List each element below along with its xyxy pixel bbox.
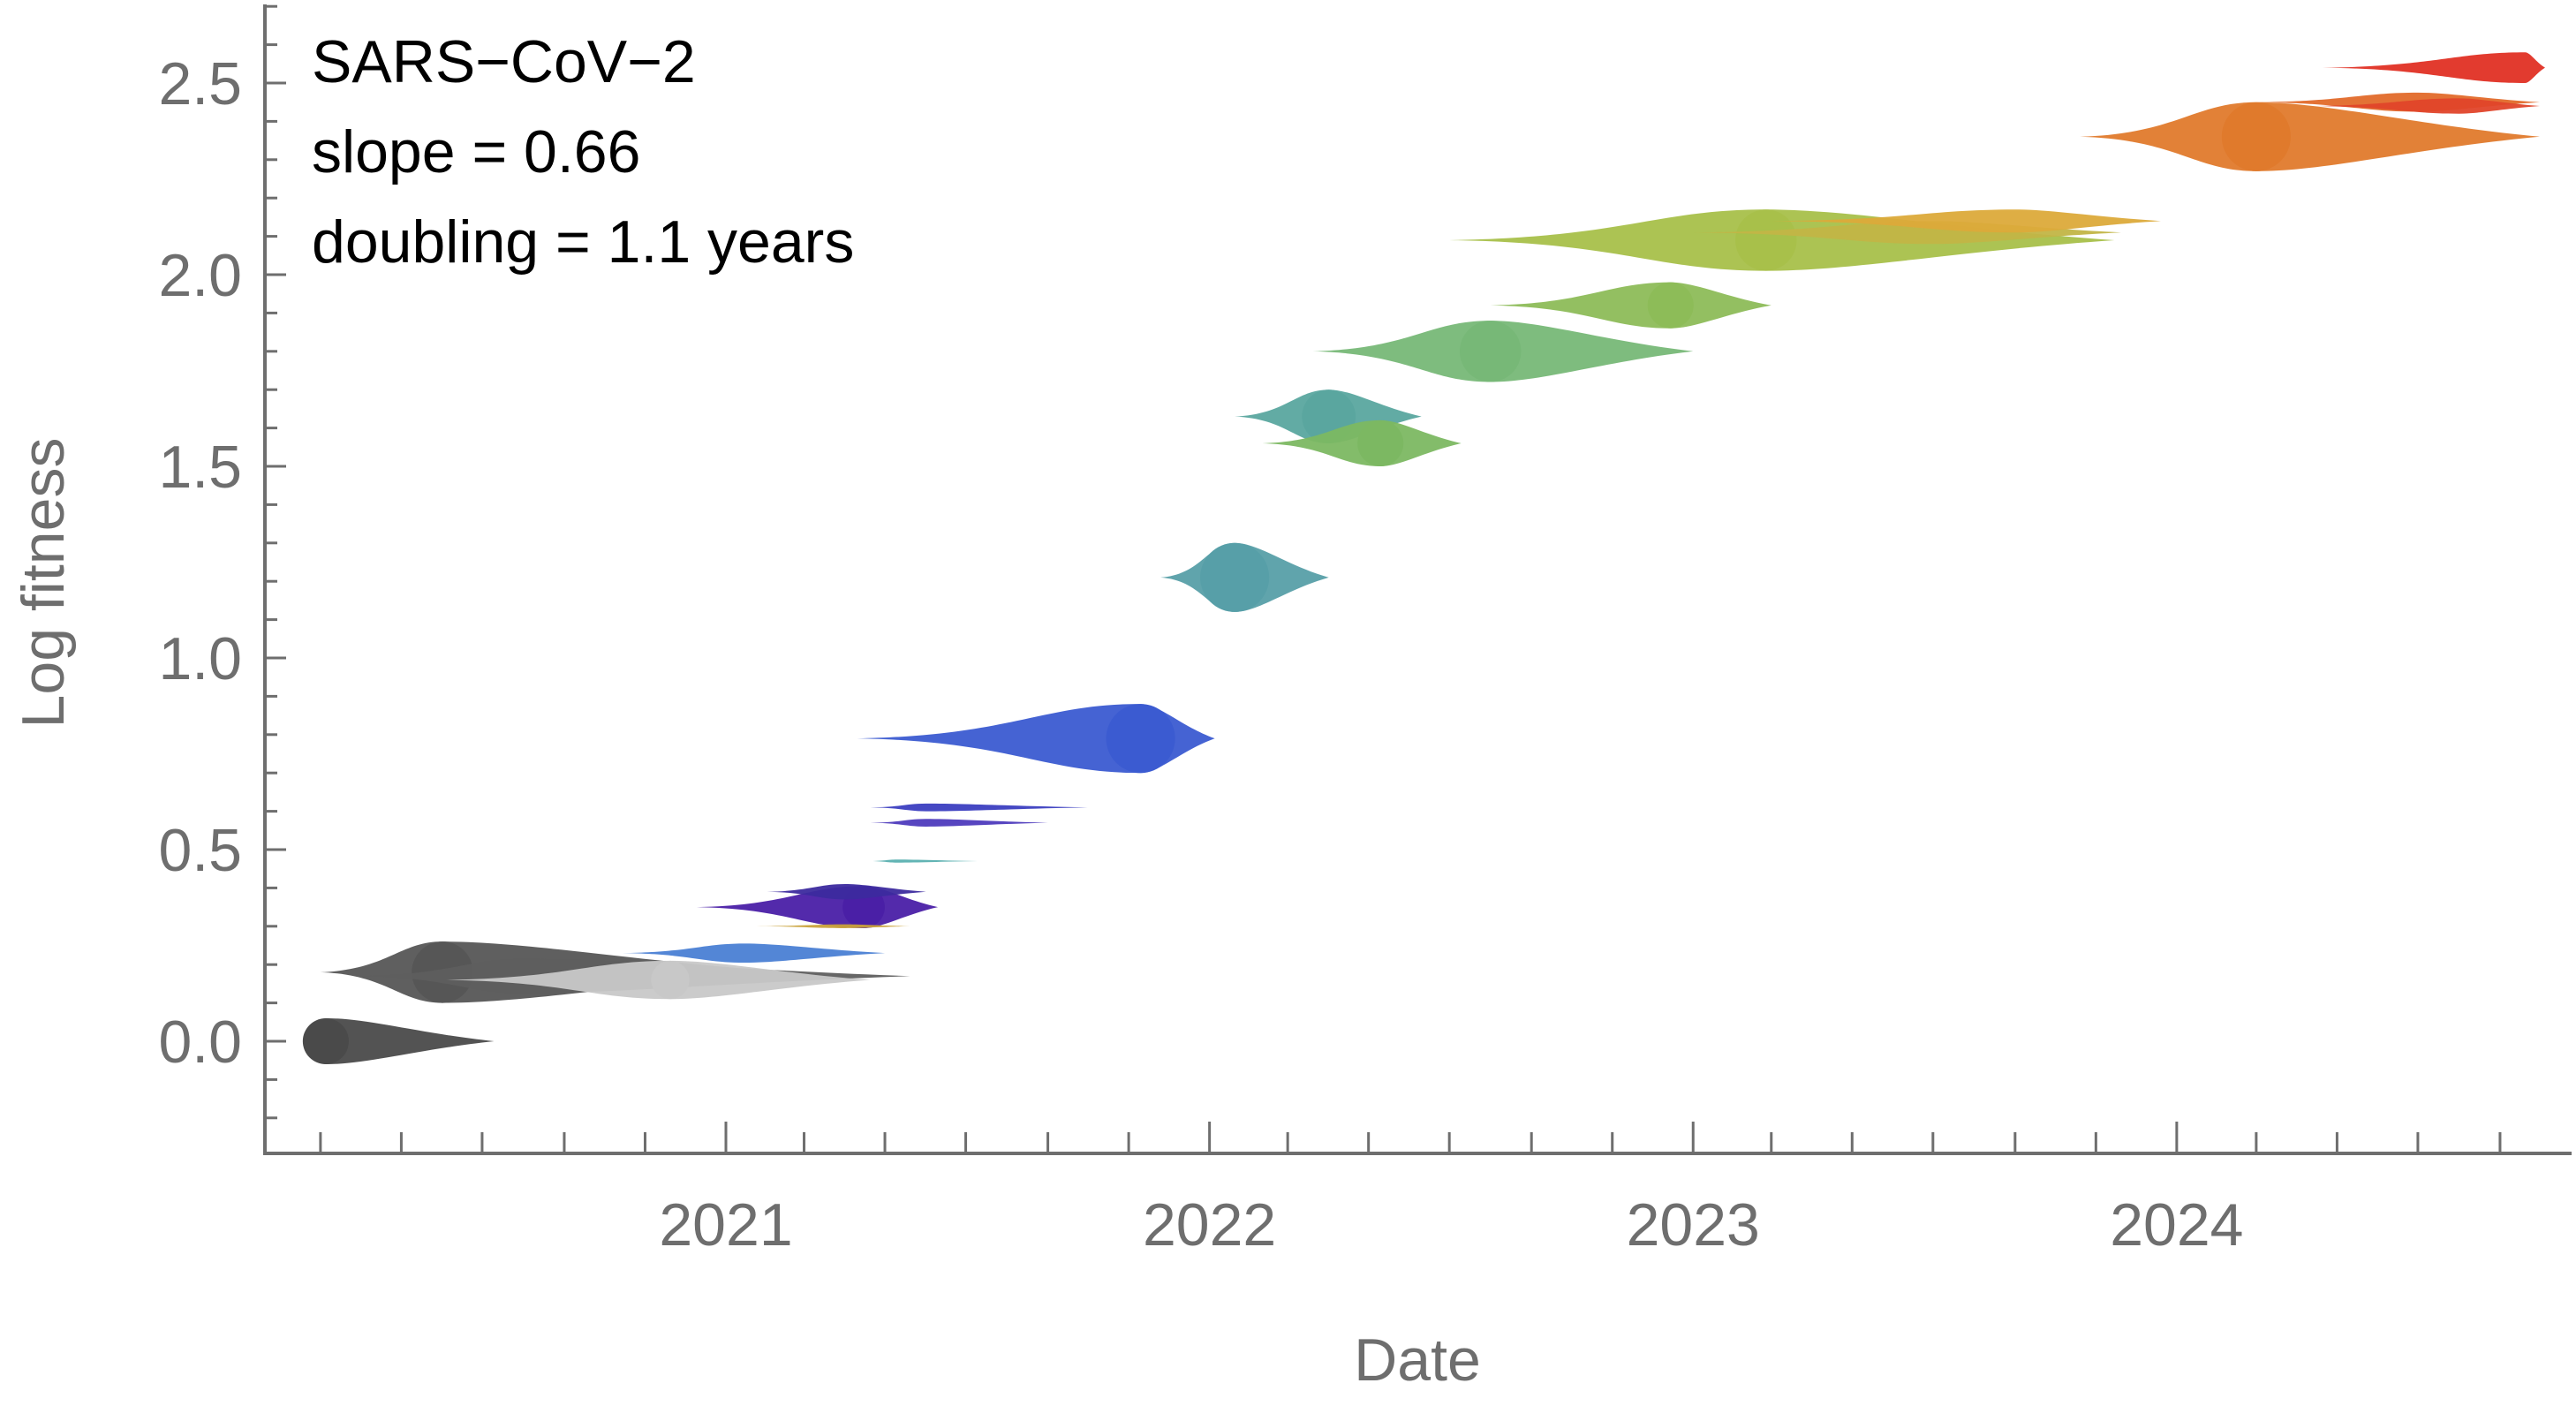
- annotation-doubling: doubling = 1.1 years: [312, 208, 854, 276]
- variant-blob-head-20: [2221, 102, 2291, 171]
- variant-blob-9: [870, 803, 1088, 812]
- variant-blobs: [302, 52, 2545, 1065]
- variant-blob-22: [2308, 98, 2540, 114]
- y-tick-label: 0.5: [158, 817, 242, 884]
- y-tick-label: 0.0: [158, 1009, 242, 1076]
- y-tick-label: 2.0: [158, 242, 242, 309]
- y-tick-label: 1.5: [158, 434, 242, 501]
- variant-blob-head-15: [1459, 321, 1522, 382]
- variant-blob-0: [306, 1017, 495, 1065]
- variant-blob-head-11: [1106, 704, 1175, 774]
- variant-blob-20: [2080, 102, 2540, 171]
- variant-blob-19: [1771, 209, 2161, 233]
- x-axis-ticks: 2021 2022 2023 2024: [319, 1122, 2502, 1258]
- x-tick-label: 2021: [659, 1191, 792, 1258]
- x-tick-label: 2022: [1143, 1191, 1276, 1258]
- y-axis-ticks: 0.0 0.5 1.0 1.5 2.0 2.5: [158, 4, 286, 1120]
- x-axis-title: Date: [1354, 1327, 1481, 1394]
- variant-blob-23: [2322, 52, 2545, 83]
- annotation-virus: SARS−CoV−2: [312, 28, 696, 95]
- x-tick-label: 2023: [1627, 1191, 1760, 1258]
- variant-blob-16: [1490, 282, 1771, 329]
- y-tick-label: 2.5: [158, 50, 242, 117]
- variant-blob-10: [870, 819, 1048, 827]
- y-axis-title: Log fitness: [10, 438, 77, 729]
- x-tick-label: 2024: [2110, 1191, 2243, 1258]
- variant-blob-6: [767, 884, 926, 900]
- variant-blob-head-3: [651, 960, 690, 1000]
- variant-blob-head-16: [1647, 282, 1694, 329]
- variant-blob-8: [870, 859, 978, 863]
- y-tick-label: 1.0: [158, 625, 242, 692]
- variant-blob-head-17: [1735, 209, 1797, 271]
- variant-blob-head-0: [302, 1017, 349, 1065]
- variant-blob-head-14: [1357, 419, 1404, 466]
- variant-blob-head-12: [1200, 542, 1270, 612]
- annotation-slope: slope = 0.66: [312, 118, 640, 185]
- variant-blob-7: [751, 924, 910, 928]
- variant-blob-4: [622, 943, 886, 964]
